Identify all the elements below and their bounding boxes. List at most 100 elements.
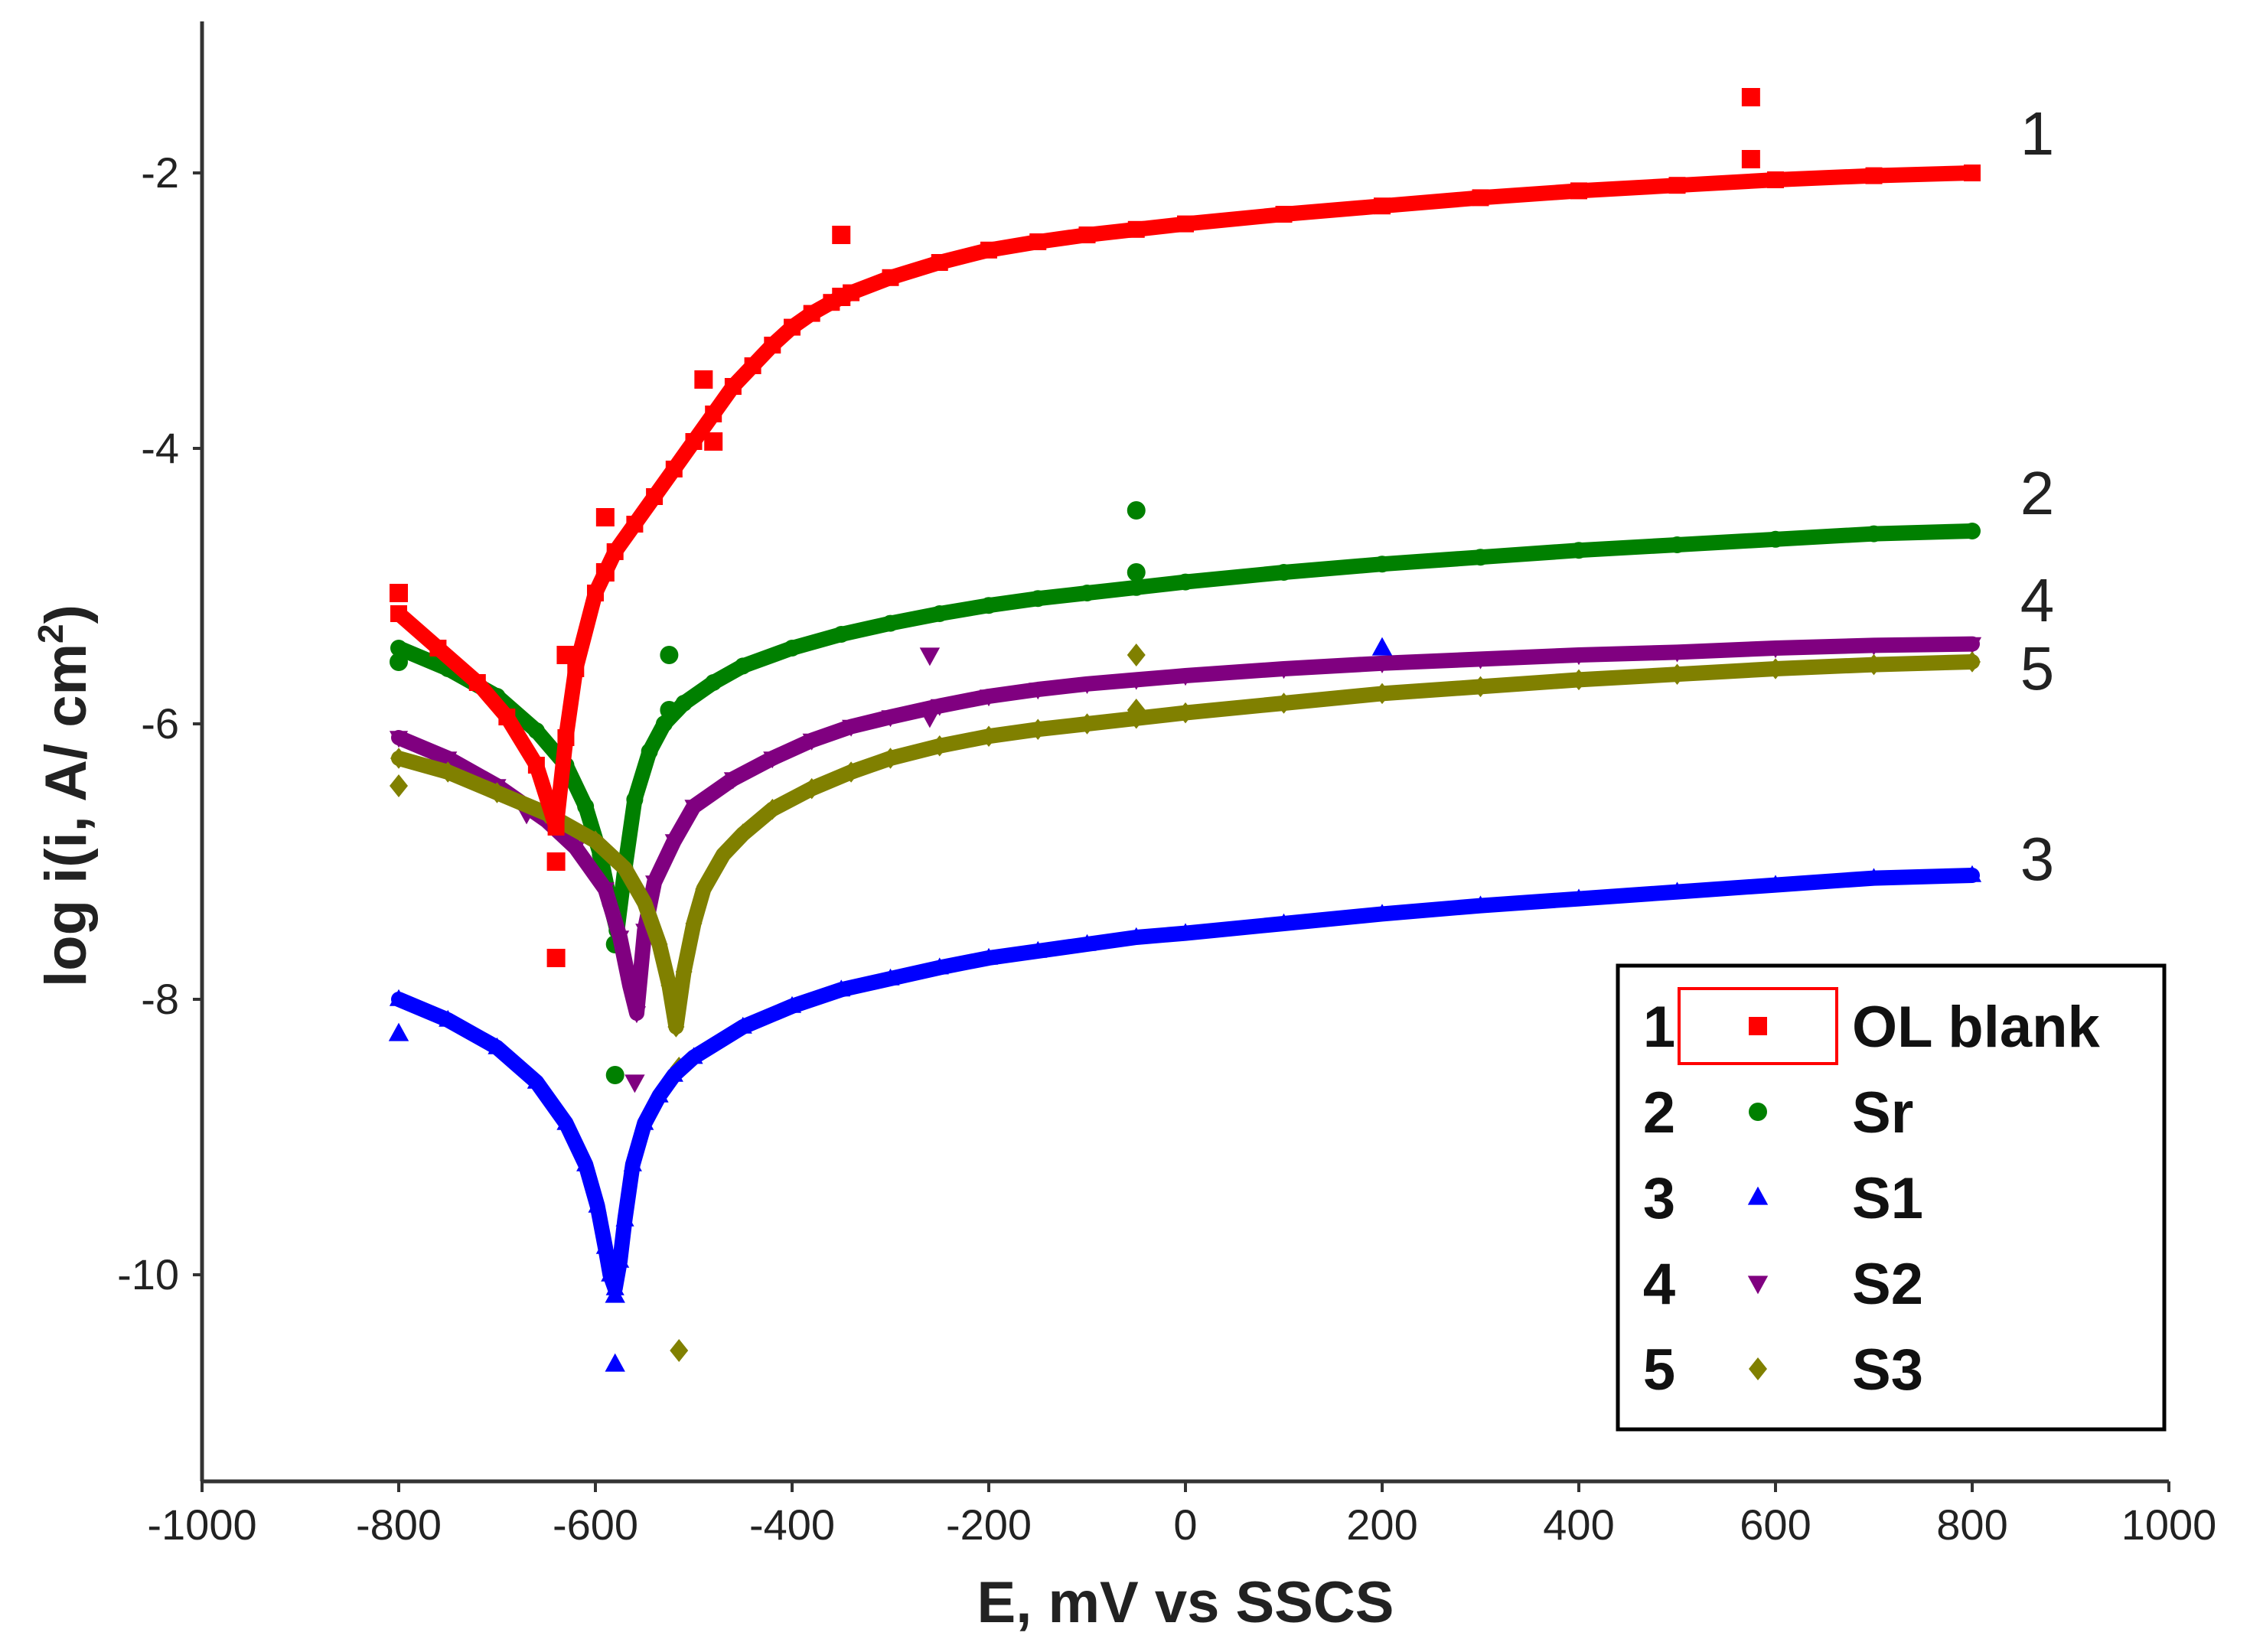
data-point bbox=[733, 1016, 752, 1034]
series-5 bbox=[390, 644, 1981, 1362]
data-point bbox=[390, 605, 407, 622]
data-point bbox=[980, 241, 997, 259]
data-point bbox=[784, 318, 801, 336]
data-point bbox=[685, 433, 703, 450]
data-point bbox=[595, 882, 615, 900]
data-point bbox=[576, 1154, 595, 1171]
data-point bbox=[620, 979, 640, 996]
data-point bbox=[1767, 171, 1784, 188]
curve-label-3: 3 bbox=[2020, 825, 2055, 893]
data-point bbox=[734, 657, 752, 675]
outlier-point bbox=[605, 1066, 624, 1084]
data-point bbox=[881, 710, 900, 728]
data-point bbox=[1570, 542, 1587, 559]
data-point bbox=[675, 695, 693, 712]
data-point bbox=[566, 841, 585, 859]
data-point bbox=[764, 798, 781, 820]
data-point bbox=[1569, 888, 1589, 906]
data-point bbox=[611, 930, 630, 948]
data-point bbox=[655, 715, 673, 732]
data-point bbox=[1471, 652, 1490, 670]
legend-number: 4 bbox=[1643, 1252, 1675, 1317]
curve-labels: 1 2 45 3 bbox=[2020, 99, 2055, 893]
data-point bbox=[882, 748, 899, 769]
outlier-point bbox=[670, 1339, 689, 1362]
legend-label: S2 bbox=[1852, 1252, 1923, 1317]
data-point bbox=[784, 640, 801, 657]
data-point bbox=[684, 800, 703, 817]
data-point bbox=[1177, 573, 1194, 591]
x-tick-label: -200 bbox=[946, 1500, 1032, 1549]
x-tick-label: 200 bbox=[1346, 1500, 1417, 1549]
x-tick-label: -800 bbox=[356, 1500, 442, 1549]
data-point bbox=[1766, 641, 1785, 659]
outlier-point bbox=[1127, 644, 1146, 666]
outlier-point bbox=[704, 432, 723, 451]
data-point bbox=[389, 731, 409, 748]
x-tick-label: -400 bbox=[749, 1500, 835, 1549]
outlier-point bbox=[660, 701, 679, 719]
series-line-1 bbox=[391, 165, 1980, 835]
legend-box bbox=[1616, 963, 2167, 1432]
data-point bbox=[627, 1006, 647, 1024]
data-point bbox=[636, 892, 654, 914]
data-point bbox=[595, 1237, 615, 1254]
data-point bbox=[651, 934, 668, 955]
data-point bbox=[1767, 658, 1784, 679]
data-point bbox=[842, 719, 861, 737]
data-point bbox=[667, 1016, 685, 1038]
data-point bbox=[1274, 662, 1293, 679]
x-tick-label: 800 bbox=[1936, 1500, 2007, 1549]
data-point bbox=[646, 488, 664, 505]
data-point bbox=[930, 957, 949, 975]
data-point bbox=[650, 1085, 669, 1103]
x-axis-title: E, mV vs SSCS bbox=[977, 1570, 1394, 1635]
legend-number: 5 bbox=[1643, 1338, 1675, 1403]
y-tick-label: -10 bbox=[117, 1250, 179, 1298]
series-layer bbox=[388, 88, 1982, 1372]
legend-marker-circle bbox=[1749, 1103, 1767, 1121]
data-point bbox=[684, 1047, 703, 1064]
data-point bbox=[1962, 865, 1982, 882]
data-point bbox=[1964, 523, 1981, 539]
data-point bbox=[1078, 677, 1097, 694]
data-point bbox=[881, 968, 900, 986]
data-point bbox=[1668, 881, 1687, 899]
outlier-point bbox=[390, 653, 408, 671]
y-tick-label: -6 bbox=[141, 699, 179, 748]
data-point bbox=[1127, 220, 1145, 238]
x-tick-label: 0 bbox=[1173, 1500, 1197, 1549]
data-point bbox=[660, 975, 678, 996]
data-point bbox=[1176, 923, 1195, 940]
data-point bbox=[390, 640, 407, 657]
data-point bbox=[802, 733, 821, 751]
data-point bbox=[611, 1250, 630, 1268]
data-point bbox=[1177, 215, 1194, 233]
data-point bbox=[468, 674, 486, 691]
data-point bbox=[734, 823, 752, 845]
data-point bbox=[488, 782, 506, 803]
data-point bbox=[1668, 177, 1686, 194]
data-point bbox=[1374, 683, 1391, 705]
legend-rows: 1 OL blank 2 Sr 3 S1 4 S2 5 S3 bbox=[1643, 995, 2101, 1403]
legend-label: S1 bbox=[1852, 1166, 1923, 1231]
data-point bbox=[1472, 676, 1489, 698]
data-point bbox=[616, 858, 634, 879]
data-point bbox=[626, 791, 644, 808]
data-point bbox=[1569, 648, 1589, 666]
data-point bbox=[1374, 197, 1391, 215]
data-point bbox=[587, 830, 604, 852]
data-point bbox=[782, 995, 802, 1013]
outlier-point bbox=[546, 949, 566, 967]
data-point bbox=[1029, 940, 1048, 958]
legend-marker-triangle-up bbox=[1747, 1186, 1769, 1205]
data-point bbox=[1176, 669, 1195, 686]
data-point bbox=[1767, 530, 1784, 548]
y-axis-title-end: ) bbox=[34, 604, 99, 624]
x-tick-label: -1000 bbox=[147, 1500, 256, 1549]
data-point bbox=[1865, 525, 1883, 543]
data-point bbox=[606, 543, 624, 560]
data-point bbox=[882, 614, 899, 632]
outlier-point bbox=[595, 508, 615, 526]
legend-marker-triangle-down bbox=[1747, 1276, 1769, 1295]
